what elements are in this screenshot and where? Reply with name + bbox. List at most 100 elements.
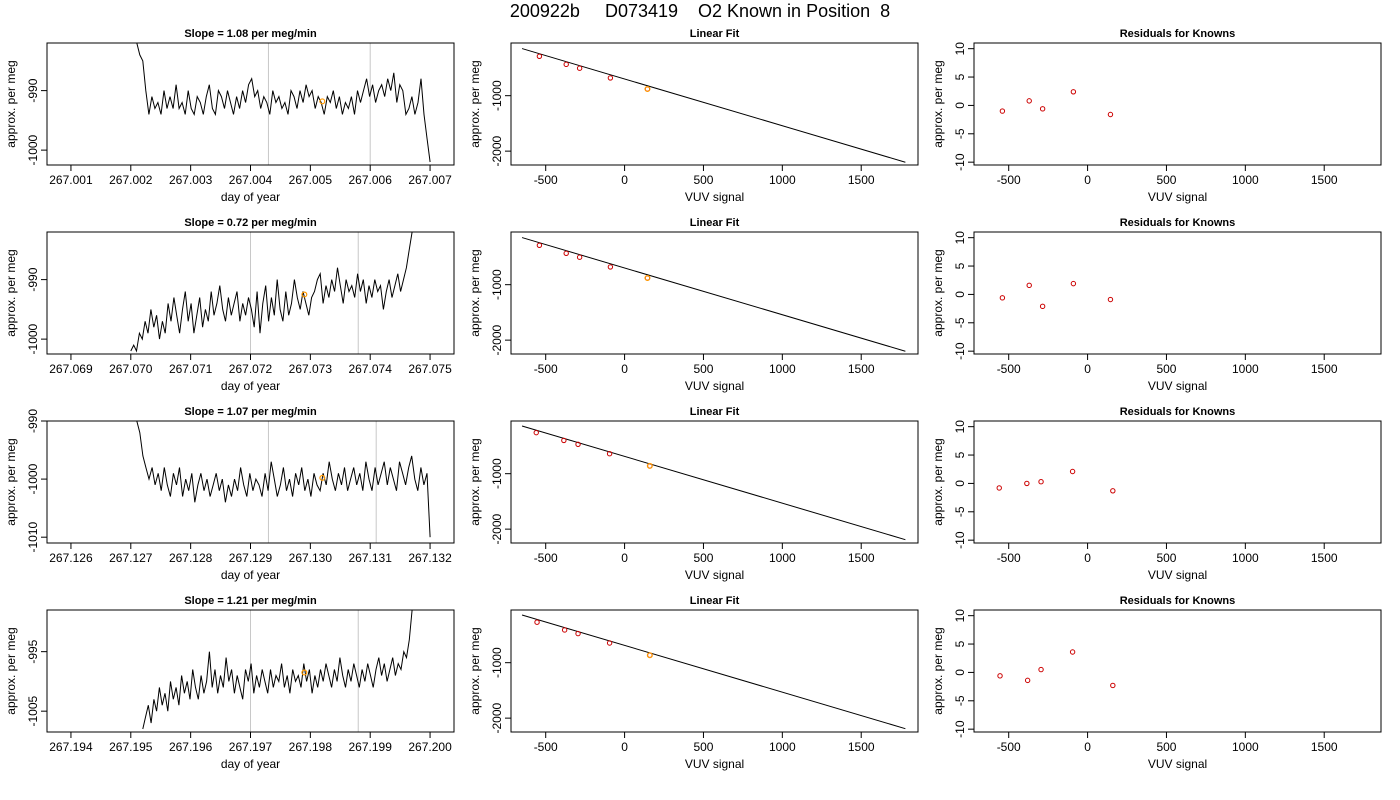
x-tick-label: -500 (997, 551, 1021, 565)
x-axis-label: VUV signal (1148, 568, 1207, 582)
y-axis-label: approx. per meg (4, 60, 18, 147)
x-tick-label: 0 (621, 362, 628, 376)
plot-area (142, 610, 413, 730)
y-axis: -1000 -2000 approx. per meg (468, 60, 511, 166)
plot-area (521, 48, 906, 163)
x-axis-label: day of year (221, 757, 280, 771)
x-tick-label: 0 (1084, 362, 1091, 376)
chart-title: Linear Fit (690, 28, 740, 40)
plot-frame (46, 420, 455, 544)
chart-title: Residuals for Knowns (1120, 406, 1236, 418)
chart-panel-4-2: Linear Fit -500 0 500 1000 1500 VUV signal -100… (468, 595, 919, 771)
data-point (1026, 282, 1032, 289)
chart-title: Slope = 1.08 per meg/min (184, 28, 317, 40)
y-axis-label: approx. per meg (4, 249, 18, 336)
y-axis: -990 -1000 approx. per meg (4, 249, 47, 354)
y-tick-label: -10 (953, 720, 967, 738)
x-tick-label: 500 (1156, 173, 1176, 187)
data-point (533, 429, 539, 436)
x-tick-label: 267.198 (289, 740, 333, 754)
y-axis: 10 5 0 -5 -10 approx. per meg (931, 609, 974, 738)
y-tick-label: 0 (953, 480, 967, 487)
y-axis-label: approx. per meg (4, 627, 18, 714)
y-tick-label: 5 (953, 451, 967, 458)
plot-frame (973, 420, 1382, 544)
x-tick-label: 267.196 (169, 740, 213, 754)
data-point (1070, 280, 1077, 287)
x-tick-label: 267.132 (408, 551, 452, 565)
data-point (575, 630, 581, 637)
y-tick-label: -995 (26, 639, 40, 663)
data-point (563, 250, 569, 257)
y-tick-label: -1000 (490, 80, 504, 111)
x-tick-label: -500 (534, 362, 558, 376)
y-tick-label: 10 (953, 231, 967, 245)
chart-title: Slope = 0.72 per meg/min (184, 217, 317, 229)
y-axis: -995 -1005 approx. per meg (4, 627, 47, 727)
highlight-point (644, 275, 651, 282)
y-tick-label: 10 (953, 420, 967, 434)
x-tick-label: 267.194 (49, 740, 93, 754)
y-axis: -1000 -2000 approx. per meg (468, 249, 511, 355)
y-tick-label: -2000 (490, 513, 504, 544)
y-tick-label: 0 (953, 291, 967, 298)
y-tick-label: 0 (953, 102, 967, 109)
x-tick-label: 267.006 (349, 173, 393, 187)
plot-frame (973, 42, 1382, 166)
data-point (561, 627, 568, 633)
x-axis: -500 0 500 1000 1500 VUV signal (534, 164, 875, 204)
x-tick-label: 500 (693, 173, 713, 187)
chart-title: Linear Fit (690, 406, 740, 418)
plot-frame (510, 42, 919, 166)
plot-area (521, 425, 906, 541)
chart-panel-2-2: Linear Fit -500 0 500 1000 1500 VUV signal -100… (468, 217, 919, 393)
y-tick-label: 5 (953, 640, 967, 647)
highlight-point (301, 669, 308, 676)
y-tick-label: -5 (953, 695, 967, 706)
chart-title: Linear Fit (690, 595, 740, 607)
data-point (1024, 480, 1030, 487)
x-tick-label: 267.199 (349, 740, 393, 754)
data-point (1107, 296, 1114, 303)
x-tick-label: 1000 (1232, 362, 1259, 376)
x-tick-label: 500 (1156, 740, 1176, 754)
x-tick-label: 267.129 (229, 551, 273, 565)
x-axis-label: day of year (221, 379, 280, 393)
plot-frame (510, 609, 919, 733)
highlight-point (319, 98, 326, 105)
data-point (607, 75, 614, 81)
y-axis: -1000 -2000 approx. per meg (468, 627, 511, 733)
highlight-point (646, 462, 653, 469)
x-tick-label: 267.004 (229, 173, 273, 187)
chart-panel-3-3: Residuals for Knowns -500 0 500 1000 1500 VUV … (931, 406, 1382, 582)
data-point (534, 619, 540, 625)
plot-frame (46, 42, 455, 166)
x-tick-label: 1500 (1311, 173, 1338, 187)
y-axis-label: approx. per meg (468, 627, 482, 714)
y-tick-label: -990 (26, 409, 40, 433)
data-point (997, 673, 1003, 679)
x-axis: -500 0 500 1000 1500 VUV signal (997, 731, 1338, 771)
x-tick-label: 267.075 (408, 362, 452, 376)
data-point (606, 640, 613, 646)
data-point (996, 485, 1002, 491)
x-axis: 267.126 267.127 267.128 267.129 267.130 267.1… (49, 542, 452, 582)
y-tick-label: -1010 (26, 522, 40, 553)
fit-line (521, 614, 906, 730)
highlight-point (301, 291, 308, 298)
x-axis: -500 0 500 1000 1500 VUV signal (534, 731, 875, 771)
x-tick-label: 267.071 (169, 362, 213, 376)
chart-panel-3-2: Linear Fit -500 0 500 1000 1500 VUV signal -100… (468, 406, 919, 582)
x-tick-label: 267.073 (289, 362, 333, 376)
y-axis-label: approx. per meg (4, 438, 18, 525)
data-point (563, 61, 569, 68)
y-axis-label: approx. per meg (468, 438, 482, 525)
x-tick-label: 1000 (1232, 173, 1259, 187)
x-axis: -500 0 500 1000 1500 VUV signal (534, 353, 875, 393)
x-tick-label: 267.131 (349, 551, 393, 565)
x-axis: -500 0 500 1000 1500 VUV signal (534, 542, 875, 582)
x-axis-label: VUV signal (1148, 190, 1207, 204)
